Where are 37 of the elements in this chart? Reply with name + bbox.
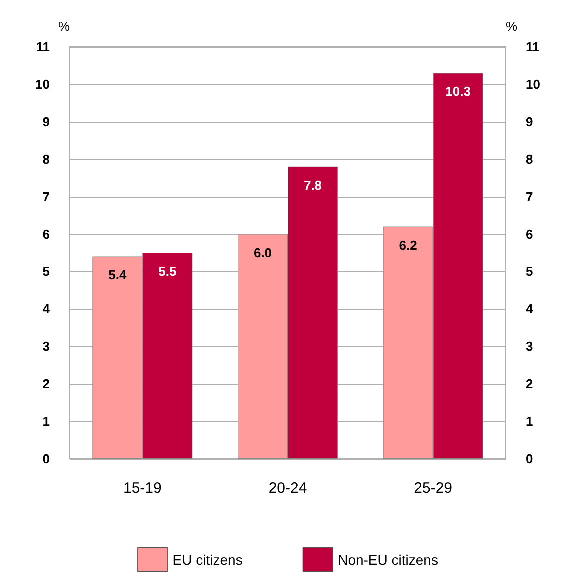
y2-tick-label: 0 bbox=[526, 452, 534, 466]
y-tick-label: 8 bbox=[42, 152, 50, 167]
y-tick-label: 9 bbox=[42, 114, 50, 130]
data-label: 7.8 bbox=[304, 178, 322, 193]
y2-tick-label: 8 bbox=[526, 152, 534, 167]
legend-label: Non-EU citizens bbox=[338, 552, 438, 568]
legend-label: EU citizens bbox=[172, 552, 243, 568]
y2-tick-label: 3 bbox=[526, 339, 534, 354]
y-tick-label: 5 bbox=[42, 264, 50, 280]
x-tick-label: 15-19 bbox=[123, 480, 162, 497]
y-tick-label: 11 bbox=[36, 40, 50, 54]
y-tick-label: 6 bbox=[42, 226, 50, 242]
y2-tick-label: 6 bbox=[526, 226, 534, 242]
data-label: 6.0 bbox=[254, 245, 272, 260]
y-tick-label: 1 bbox=[42, 414, 50, 430]
y-tick-label: 10 bbox=[36, 76, 50, 92]
x-tick-label: 20-24 bbox=[268, 480, 308, 497]
y2-tick-label: 2 bbox=[526, 376, 534, 392]
y2-tick-label: 7 bbox=[526, 189, 534, 204]
y2-tick-label: 10 bbox=[526, 76, 540, 92]
y2-tick-label: 1 bbox=[526, 414, 534, 430]
y-tick-label: 7 bbox=[42, 189, 50, 204]
y2-tick-label: 4 bbox=[526, 302, 534, 317]
y2-tick-label: 5 bbox=[526, 264, 534, 280]
y2-tick-label: 9 bbox=[526, 114, 534, 130]
x-tick-label: 25-29 bbox=[414, 480, 453, 497]
y-axis-title: % bbox=[58, 19, 70, 34]
y2-axis-title: % bbox=[506, 19, 518, 34]
data-label: 6.2 bbox=[399, 238, 418, 253]
y2-tick-label: 11 bbox=[526, 40, 540, 54]
data-label: 5.4 bbox=[108, 268, 128, 283]
y-tick-label: 3 bbox=[42, 339, 50, 354]
y-tick-label: 2 bbox=[42, 376, 50, 392]
data-label: 5.5 bbox=[158, 264, 177, 279]
y-tick-label: 0 bbox=[42, 452, 50, 466]
data-label: 10.3 bbox=[446, 84, 471, 100]
y-tick-label: 4 bbox=[42, 302, 51, 317]
